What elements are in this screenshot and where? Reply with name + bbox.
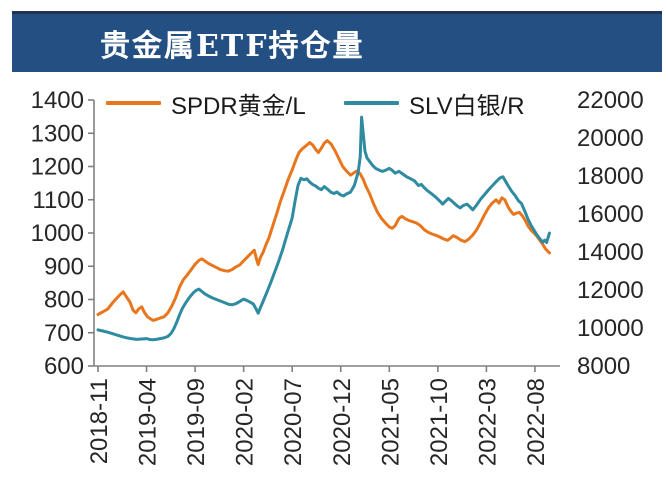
x-axis-tick-label: 2018-11 [86, 378, 113, 464]
gold-series-line [96, 139, 551, 322]
chart-title: 贵金属ETF持仓量 [100, 29, 365, 64]
right-axis-tick-label: 12000 [577, 277, 644, 304]
left-axis-tick-label: 600 [44, 353, 84, 380]
right-axis-tick-label: 16000 [577, 201, 644, 228]
right-axis-tick-label: 22000 [577, 87, 644, 114]
left-axis-tick-label: 1000 [31, 220, 84, 247]
left-axis-tick-label: 900 [44, 253, 84, 280]
left-axis-tick-label: 1100 [32, 187, 84, 214]
x-axis-tick-label: 2020-07 [280, 378, 307, 466]
right-axis-tick-label: 20000 [577, 125, 644, 152]
x-axis-tick-label: 2020-12 [329, 378, 356, 466]
chart-title-banner: 贵金属ETF持仓量 [12, 11, 662, 72]
right-axis-tick-label: 8000 [577, 353, 630, 380]
x-axis-tick-label: 2021-10 [426, 378, 453, 466]
legend-label-gold: SPDR黄金/L [171, 92, 306, 120]
silver-line-swatch [344, 101, 399, 105]
x-axis-tick-label: 2022-08 [523, 378, 550, 466]
right-axis-tick-label: 10000 [577, 315, 644, 342]
x-axis-tick-label: 2022-03 [474, 378, 501, 466]
silver-series-line [96, 115, 551, 342]
left-axis-tick-label: 1400 [31, 87, 84, 114]
right-axis-tick-label: 14000 [577, 239, 644, 266]
legend-item-gold: SPDR黄金/L [106, 89, 306, 120]
legend-label-silver: SLV白银/R [409, 92, 525, 120]
legend-item-silver: SLV白银/R [344, 89, 525, 120]
left-axis-tick-label: 800 [44, 287, 84, 314]
left-axis-tick-label: 700 [44, 320, 84, 347]
x-axis-tick-label: 2019-09 [183, 378, 210, 466]
gold-line-swatch [106, 101, 161, 105]
left-axis-tick-label: 1200 [31, 154, 84, 181]
right-axis-tick-label: 18000 [577, 163, 644, 190]
x-axis-tick-label: 2021-05 [377, 378, 404, 466]
x-axis-tick-label: 2020-02 [232, 378, 259, 466]
x-axis-tick-label: 2019-04 [135, 378, 162, 466]
left-axis-tick-label: 1300 [31, 120, 84, 147]
